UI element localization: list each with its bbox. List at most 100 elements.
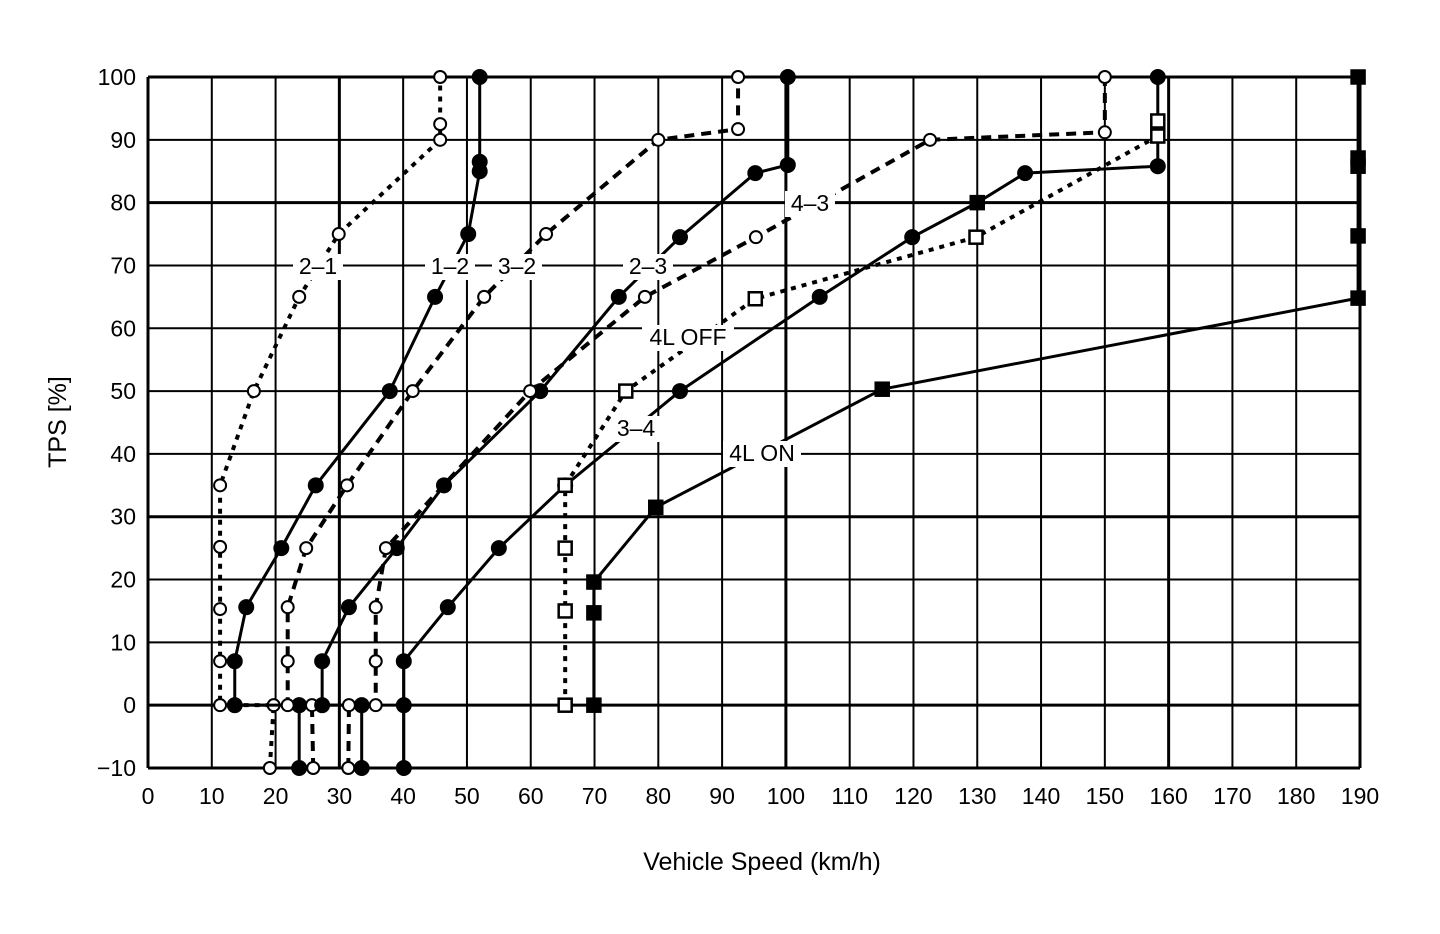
data-point: [307, 477, 324, 494]
series-label-bg: [623, 254, 673, 280]
data-point: [637, 289, 652, 304]
data-point: [748, 230, 763, 245]
data-point: [213, 539, 228, 554]
x-tick-label: 110: [831, 783, 868, 809]
data-point: [747, 290, 764, 307]
data-point: [213, 478, 228, 493]
data-point: [968, 229, 984, 245]
data-point: [433, 70, 448, 84]
series-label-bg: [785, 191, 835, 217]
data-point: [1149, 69, 1166, 85]
data-point: [731, 70, 746, 84]
data-point: [557, 603, 573, 619]
data-point: [291, 760, 308, 776]
y-tick-label: 30: [110, 504, 136, 530]
series-label-bg: [723, 441, 801, 467]
series-group: [213, 69, 1366, 776]
data-point: [381, 383, 398, 400]
data-point: [213, 602, 228, 617]
data-point: [618, 383, 634, 399]
x-tick-label: 30: [327, 783, 353, 809]
series-label: 4L OFF: [649, 324, 726, 350]
x-axis-label: Vehicle Speed (km/h): [643, 848, 881, 876]
series-4-3: [341, 70, 1112, 775]
data-point: [523, 384, 538, 399]
data-point: [557, 477, 573, 494]
series-label-bg: [611, 416, 661, 442]
series-label: 4–3: [791, 190, 829, 216]
data-point: [923, 132, 938, 147]
data-point: [672, 229, 689, 246]
x-tick-label: 20: [263, 783, 289, 809]
data-point: [273, 540, 290, 557]
data-point: [353, 760, 370, 776]
grid: [146, 75, 1362, 770]
data-point: [433, 132, 448, 147]
data-point: [651, 132, 666, 147]
data-point: [340, 599, 357, 616]
series-line: [233, 77, 482, 768]
data-point: [1097, 125, 1112, 140]
series-label-bg: [642, 325, 734, 351]
series-label: 3–2: [498, 253, 536, 279]
x-tick-label: 160: [1149, 783, 1187, 809]
data-point: [341, 761, 356, 775]
data-point: [779, 69, 796, 85]
data-point: [395, 653, 412, 670]
data-point: [340, 478, 355, 493]
data-point: [471, 69, 488, 85]
tick-labels: 0 10 20 30 40 50 60 70 80 90 100 110 120 130 140 150 160…: [97, 64, 1379, 809]
data-point: [280, 600, 295, 615]
data-point: [368, 600, 383, 615]
data-point: [672, 383, 689, 400]
data-point: [378, 541, 393, 556]
data-point: [238, 599, 255, 616]
y-tick-label: 80: [110, 190, 136, 216]
series-label: 4L ON: [729, 440, 795, 466]
data-point: [490, 540, 507, 557]
data-point: [1350, 150, 1366, 166]
y-tick-label: 20: [110, 567, 136, 593]
data-point: [747, 165, 764, 182]
series-label-bg: [425, 254, 475, 280]
data-point: [314, 653, 331, 670]
series-3-4: [395, 69, 1166, 776]
data-point: [1149, 158, 1166, 175]
data-point: [557, 540, 573, 556]
data-point: [292, 289, 307, 304]
series-labels: 2–1 1–2 3–2 2–3 4–3 4L OFF 3–4 4L ON: [293, 190, 835, 467]
series-4l-off: [557, 113, 1166, 713]
x-tick-label: 130: [958, 783, 996, 809]
data-point: [471, 153, 488, 170]
data-point: [1150, 128, 1166, 144]
data-point: [433, 117, 448, 132]
data-point: [586, 605, 602, 621]
y-tick-label: 0: [123, 692, 136, 718]
data-point: [1350, 290, 1366, 306]
data-point: [539, 227, 554, 242]
data-point: [557, 697, 573, 713]
data-point: [299, 541, 314, 556]
series-label-bg: [492, 254, 542, 280]
data-point: [246, 384, 261, 399]
data-point: [1350, 69, 1366, 85]
data-point: [395, 697, 412, 714]
data-point: [213, 654, 228, 669]
series-1-2: [226, 69, 488, 776]
x-tick-label: 70: [582, 783, 608, 809]
data-point: [1017, 165, 1034, 182]
data-point: [226, 653, 243, 670]
data-point: [280, 698, 295, 713]
data-point: [395, 760, 412, 776]
data-point: [811, 288, 828, 305]
y-tick-label: −10: [97, 755, 136, 781]
data-point: [648, 499, 664, 516]
series-line: [402, 77, 1160, 768]
data-point: [904, 229, 921, 246]
data-point: [439, 599, 456, 616]
data-point: [213, 698, 228, 713]
series-line: [285, 77, 741, 769]
y-tick-label: 90: [110, 127, 136, 153]
data-point: [331, 227, 346, 242]
